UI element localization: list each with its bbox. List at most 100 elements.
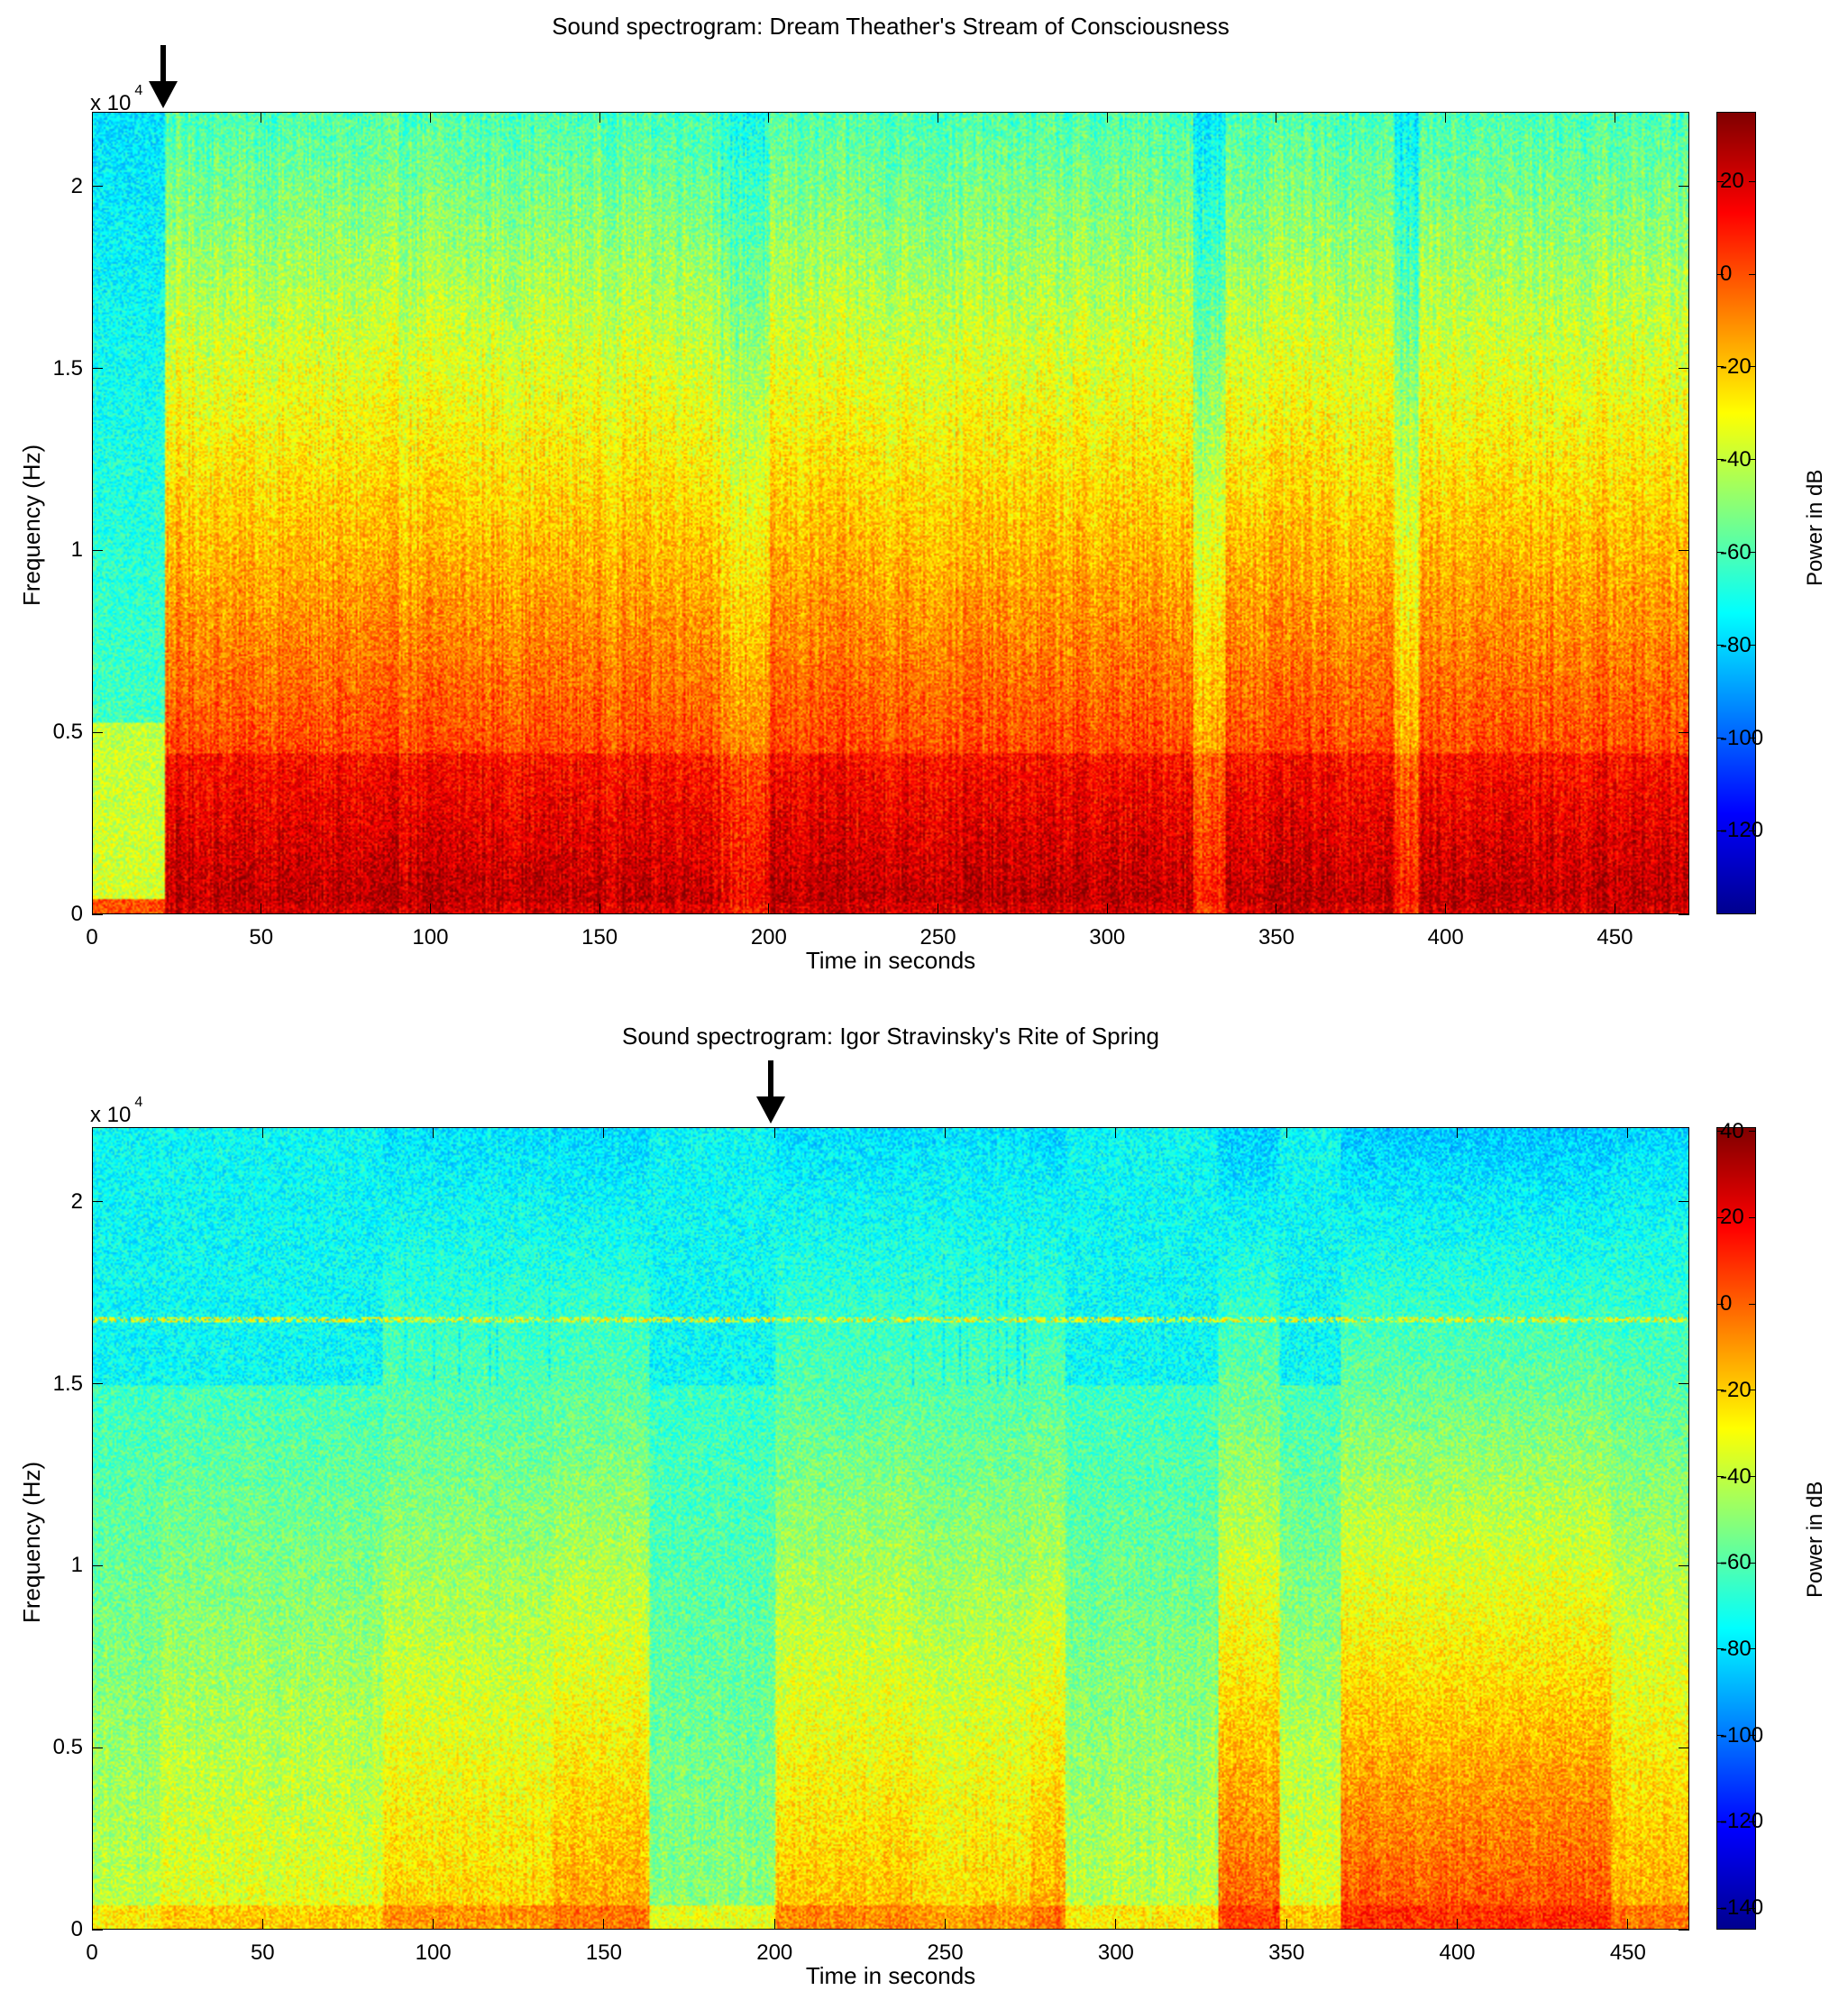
top-x-axis-label: Time in seconds bbox=[805, 947, 976, 974]
bottom-x-tick-mark-top bbox=[91, 1127, 93, 1138]
top-x-tick-label: 300 bbox=[1089, 925, 1126, 949]
top-colorbar-tick-mark bbox=[1716, 645, 1724, 647]
top-y-tick-mark bbox=[92, 368, 103, 370]
top-colorbar-tick-label: -40 bbox=[1720, 446, 1752, 472]
bottom-colorbar-tick-label: -120 bbox=[1720, 1809, 1764, 1834]
top-x-tick-mark bbox=[768, 904, 770, 914]
bottom-x-tick-label: 350 bbox=[1268, 1940, 1305, 1965]
top-y-tick-label: 1 bbox=[70, 537, 83, 563]
bottom-x-tick-mark-top bbox=[1115, 1127, 1117, 1138]
bottom-x-tick-mark bbox=[261, 1919, 263, 1930]
top-y-exponent-base: x 10 bbox=[90, 91, 132, 115]
top-colorbar-tick-label: -20 bbox=[1720, 353, 1752, 379]
bottom-colorbar-tick-mark bbox=[1716, 1131, 1724, 1133]
bottom-colorbar-tick-label: 20 bbox=[1720, 1205, 1744, 1230]
top-colorbar-tick-mark-right bbox=[1749, 273, 1756, 275]
bottom-x-tick-mark bbox=[1115, 1919, 1117, 1930]
bottom-y-exponent-base: x 10 bbox=[90, 1103, 132, 1127]
bottom-y-tick-mark bbox=[92, 1201, 103, 1203]
bottom-colorbar-tick-label: 0 bbox=[1720, 1291, 1733, 1316]
bottom-colorbar-tick-mark-right bbox=[1749, 1735, 1756, 1737]
top-x-tick-label: 250 bbox=[919, 925, 956, 949]
bottom-x-tick-mark-top bbox=[1627, 1127, 1629, 1138]
top-x-tick-label: 400 bbox=[1427, 925, 1464, 949]
top-colorbar-tick-mark bbox=[1716, 366, 1724, 368]
top-x-tick-mark-top bbox=[1445, 112, 1447, 123]
top-y-tick-mark-right bbox=[1679, 913, 1689, 915]
top-x-tick-label: 150 bbox=[581, 925, 618, 949]
bottom-x-tick-label: 250 bbox=[927, 1940, 964, 1965]
bottom-arrow-annotation bbox=[756, 1060, 786, 1124]
top-colorbar-tick-label: -120 bbox=[1720, 818, 1764, 843]
bottom-x-tick-mark bbox=[773, 1919, 775, 1930]
top-colorbar-tick-mark-right bbox=[1749, 552, 1756, 554]
top-x-tick-mark-top bbox=[429, 112, 431, 123]
bottom-x-tick-label: 300 bbox=[1097, 1940, 1134, 1965]
top-x-tick-mark bbox=[599, 904, 600, 914]
bottom-y-tick-mark-right bbox=[1679, 1564, 1689, 1566]
top-y-tick-mark bbox=[92, 913, 103, 915]
bottom-colorbar-tick-mark bbox=[1716, 1216, 1724, 1218]
bottom-colorbar-tick-label: -60 bbox=[1720, 1550, 1752, 1575]
top-y-tick-label: 0 bbox=[70, 902, 83, 926]
bottom-x-tick-mark bbox=[945, 1919, 947, 1930]
bottom-colorbar-tick-label: -80 bbox=[1720, 1636, 1752, 1661]
bottom-y-tick-mark bbox=[92, 1383, 103, 1385]
top-x-tick-label: 350 bbox=[1258, 925, 1295, 949]
top-x-tick-label: 200 bbox=[750, 925, 787, 949]
bottom-colorbar bbox=[1716, 1127, 1756, 1930]
bottom-x-tick-mark-top bbox=[945, 1127, 947, 1138]
top-x-tick-mark bbox=[91, 904, 93, 914]
top-x-tick-label: 100 bbox=[412, 925, 449, 949]
top-x-tick-label: 0 bbox=[86, 925, 98, 949]
bottom-colorbar-tick-mark-right bbox=[1749, 1216, 1756, 1218]
top-colorbar-tick-mark bbox=[1716, 552, 1724, 554]
bottom-colorbar-tick-mark-right bbox=[1749, 1907, 1756, 1909]
bottom-colorbar-tick-mark bbox=[1716, 1562, 1724, 1564]
bottom-x-tick-mark-top bbox=[1285, 1127, 1287, 1138]
bottom-colorbar-tick-mark-right bbox=[1749, 1303, 1756, 1305]
bottom-x-tick-mark bbox=[91, 1919, 93, 1930]
top-y-tick-mark-right bbox=[1679, 368, 1689, 370]
top-colorbar-tick-label: 0 bbox=[1720, 261, 1733, 287]
bottom-colorbar-tick-mark-right bbox=[1749, 1562, 1756, 1564]
bottom-y-tick-mark-right bbox=[1679, 1201, 1689, 1203]
bottom-x-tick-mark bbox=[433, 1919, 435, 1930]
bottom-colorbar-tick-label: -100 bbox=[1720, 1722, 1764, 1748]
bottom-colorbar-tick-label: -40 bbox=[1720, 1463, 1752, 1489]
bottom-x-tick-label: 100 bbox=[415, 1940, 452, 1965]
top-chart-title: Sound spectrogram: Dream Theather's Stre… bbox=[552, 13, 1230, 40]
bottom-colorbar-tick-label: -20 bbox=[1720, 1377, 1752, 1402]
top-y-exponent: x 104 bbox=[90, 83, 142, 116]
bottom-y-tick-label: 0 bbox=[70, 1917, 83, 1941]
top-y-tick-mark bbox=[92, 731, 103, 733]
bottom-x-tick-label: 0 bbox=[86, 1940, 98, 1965]
bottom-colorbar-tick-label: 40 bbox=[1720, 1118, 1744, 1143]
bottom-y-tick-mark-right bbox=[1679, 1383, 1689, 1385]
bottom-colorbar-tick-mark-right bbox=[1749, 1476, 1756, 1478]
bottom-x-tick-label: 150 bbox=[585, 1940, 622, 1965]
bottom-x-tick-mark-top bbox=[603, 1127, 605, 1138]
top-x-tick-mark-top bbox=[91, 112, 93, 123]
top-colorbar-tick-mark bbox=[1716, 830, 1724, 831]
bottom-x-tick-mark bbox=[1285, 1919, 1287, 1930]
top-y-tick-mark-right bbox=[1679, 549, 1689, 551]
bottom-x-tick-mark-top bbox=[433, 1127, 435, 1138]
bottom-colorbar-tick-mark-right bbox=[1749, 1821, 1756, 1822]
bottom-y-tick-mark-right bbox=[1679, 1929, 1689, 1931]
bottom-x-tick-mark bbox=[603, 1919, 605, 1930]
top-y-exponent-power: 4 bbox=[134, 83, 143, 98]
top-colorbar-tick-mark-right bbox=[1749, 366, 1756, 368]
top-spectrogram-image bbox=[93, 113, 1688, 913]
bottom-colorbar-tick-mark bbox=[1716, 1735, 1724, 1737]
top-y-tick-mark bbox=[92, 549, 103, 551]
top-spectrogram-plot bbox=[92, 112, 1689, 914]
top-y-tick-mark-right bbox=[1679, 731, 1689, 733]
top-y-tick-mark bbox=[92, 186, 103, 188]
top-x-tick-mark bbox=[429, 904, 431, 914]
top-colorbar-tick-label: 20 bbox=[1720, 169, 1744, 194]
top-x-tick-label: 50 bbox=[249, 925, 274, 949]
bottom-x-tick-label: 200 bbox=[756, 1940, 793, 1965]
top-y-tick-mark-right bbox=[1679, 186, 1689, 188]
